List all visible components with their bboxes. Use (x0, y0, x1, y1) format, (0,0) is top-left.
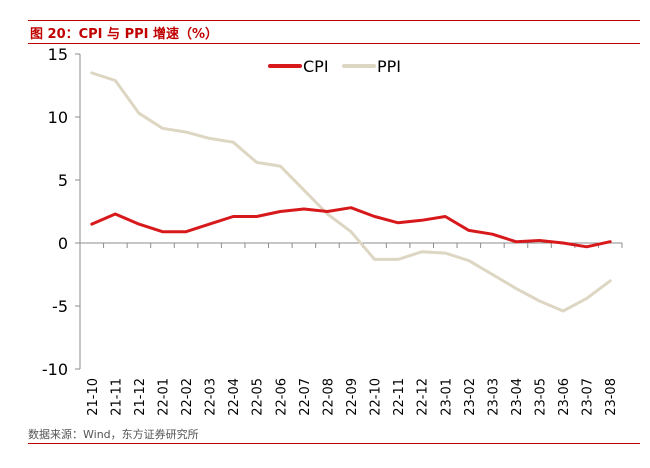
x-tick-label: 22-03 (204, 378, 219, 416)
x-tick-label: 23-06 (557, 378, 572, 416)
x-tick-label: 22-12 (416, 378, 431, 416)
x-tick-label: 21-12 (133, 378, 148, 416)
legend-cpi-label: CPI (303, 57, 329, 76)
y-tick-label: 10 (48, 108, 68, 127)
x-tick-label: 22-05 (251, 378, 266, 416)
x-tick-label: 22-08 (321, 378, 336, 416)
x-tick-label: 22-04 (227, 378, 242, 416)
y-tick-label: 0 (58, 234, 68, 253)
x-tick-label: 22-10 (369, 378, 384, 416)
x-tick-label: 22-11 (392, 378, 407, 416)
figure-title: 图 20：CPI 与 PPI 增速（%） (30, 27, 219, 42)
x-tick-label: 23-02 (463, 378, 478, 416)
x-tick-label: 21-11 (109, 378, 124, 416)
x-tick-label: 23-08 (604, 378, 619, 416)
x-tick-label: 23-05 (534, 378, 549, 416)
x-tick-label: 23-07 (581, 378, 596, 416)
x-tick-label: 21-10 (86, 378, 101, 416)
footer-rule (28, 443, 640, 444)
x-tick-label: 22-07 (298, 378, 313, 416)
y-tick-label: 5 (58, 171, 68, 190)
x-tick-label: 22-02 (180, 378, 195, 416)
cpi-series-line (90, 206, 612, 249)
source-note: 数据来源：Wind，东方证券研究所 (28, 428, 199, 441)
y-tick-label: -10 (42, 360, 68, 379)
x-tick-label: 23-01 (439, 378, 454, 416)
y-tick-label: -5 (52, 297, 68, 316)
legend-ppi-label: PPI (377, 57, 401, 76)
x-tick-label: 22-01 (156, 378, 171, 416)
x-tick-label: 22-06 (274, 378, 289, 416)
x-tick-label: 22-09 (345, 378, 360, 416)
y-tick-label: 15 (48, 45, 68, 64)
figure-header: 图 20：CPI 与 PPI 增速（%） (28, 20, 640, 44)
x-tick-label: 23-04 (510, 378, 525, 416)
x-tick-label: 23-03 (486, 378, 501, 416)
ppi-series-line (90, 71, 612, 313)
